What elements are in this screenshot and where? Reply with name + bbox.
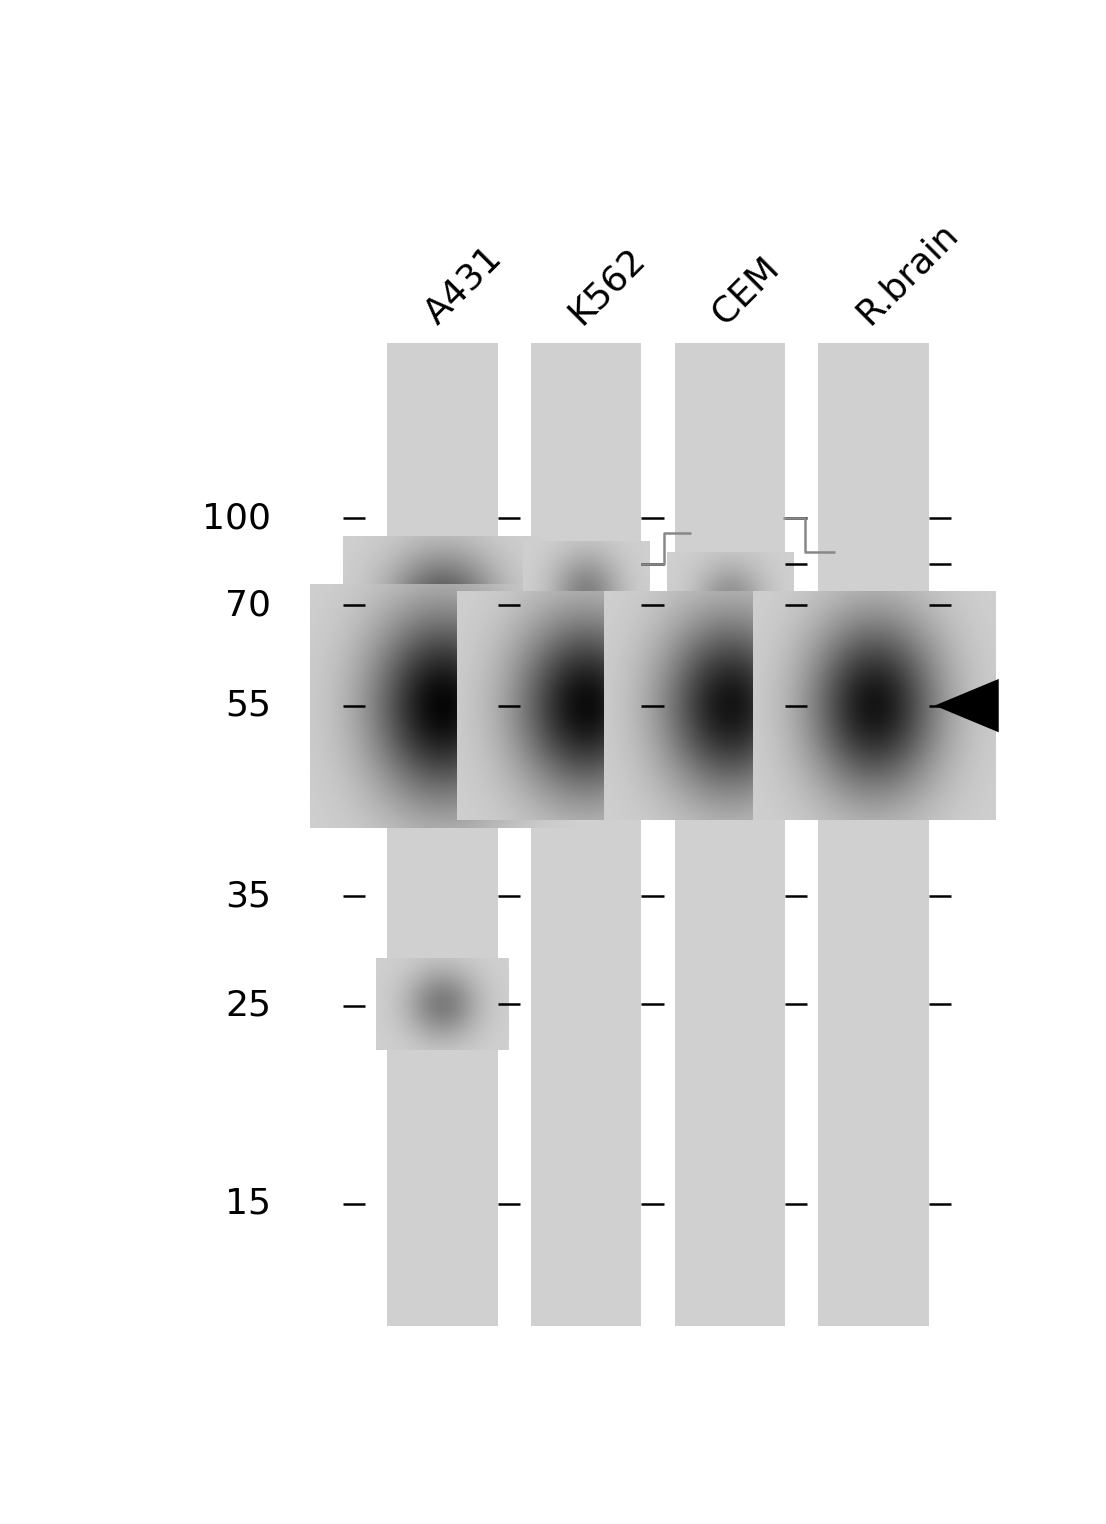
- Text: 100: 100: [202, 501, 271, 535]
- Bar: [387, 343, 498, 1326]
- Text: 35: 35: [225, 879, 271, 913]
- Text: CEM: CEM: [706, 251, 786, 331]
- Bar: [531, 343, 641, 1326]
- Text: 15: 15: [225, 1187, 271, 1221]
- Text: R.brain: R.brain: [849, 216, 964, 331]
- Text: 70: 70: [225, 588, 271, 622]
- Polygon shape: [935, 680, 999, 732]
- Text: A431: A431: [418, 241, 509, 331]
- Text: 55: 55: [225, 689, 271, 722]
- Text: 25: 25: [225, 989, 271, 1023]
- Bar: [675, 343, 785, 1326]
- Text: K562: K562: [562, 241, 651, 331]
- Bar: [818, 343, 929, 1326]
